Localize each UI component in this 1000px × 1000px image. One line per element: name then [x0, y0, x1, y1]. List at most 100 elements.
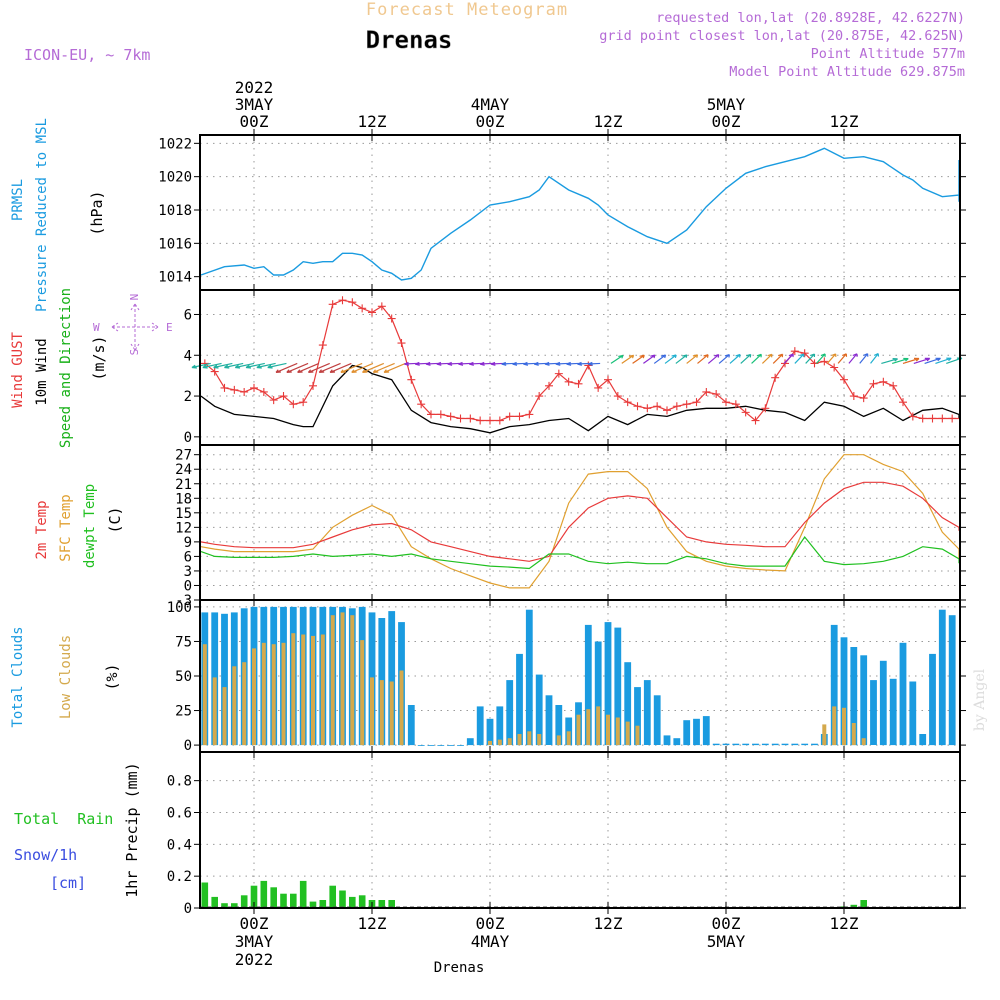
y-tick-label: 21 [175, 477, 192, 493]
total-clouds-bar [506, 680, 514, 745]
rain-bar [250, 885, 258, 908]
compass-s: S [128, 349, 141, 356]
total-clouds-bar [555, 705, 563, 746]
wind-gust-marker [928, 414, 937, 423]
total-clouds-bar [732, 743, 740, 746]
bottom-tick-3: 12Z [594, 914, 623, 933]
total-clouds-bar [830, 624, 838, 746]
wind-gust-marker [682, 400, 691, 409]
compass-arrows [111, 303, 159, 351]
total-clouds-bar [653, 695, 661, 745]
precip-label-cm: [cm] [50, 874, 86, 892]
wind-gust-marker [368, 308, 376, 317]
pressure-unit: (hPa) [88, 190, 106, 235]
total-clouds-bar [486, 718, 494, 746]
compass-e: E [166, 321, 173, 334]
y-tick-label: 100 [167, 600, 192, 616]
wind-direction-arrow [881, 358, 898, 364]
rain-bar [270, 887, 277, 908]
y-tick-label: -3 [175, 593, 192, 609]
total-clouds-bar [909, 681, 917, 746]
rain-bar [378, 900, 386, 908]
wind-direction-arrow [479, 361, 492, 366]
wind-gust-marker [545, 381, 553, 390]
wind-direction-arrow [816, 353, 826, 364]
total-clouds-bar [811, 743, 818, 746]
wind-direction-arrow [555, 361, 568, 366]
y-tick-label: 1016 [158, 236, 192, 252]
precip-label-snow: Snow/1h [14, 846, 77, 864]
total-clouds-bar [516, 653, 523, 746]
pressure-line [200, 147, 960, 281]
wind-direction-arrow [740, 353, 752, 364]
footer-location: Drenas [434, 960, 485, 976]
wind-gust-marker [663, 406, 671, 415]
wind-gust-marker [230, 385, 239, 394]
wind-direction-arrow [458, 361, 471, 366]
y-tick-label: 0.6 [167, 805, 192, 821]
wind-gust-marker [397, 339, 406, 348]
wind-gust-marker [338, 296, 347, 305]
y-tick-label: 6 [184, 549, 192, 565]
y-tick-label: 1022 [158, 136, 192, 152]
low-clouds-bar [851, 723, 856, 746]
temp-label-sfc: SFC Temp [58, 494, 74, 561]
compass-rose: W E N S [93, 294, 173, 356]
wind-gust-marker [574, 379, 583, 388]
wind-direction-arrow [501, 361, 514, 366]
bottom-date-3may: 3MAY [235, 932, 274, 951]
low-clouds-bar [556, 735, 561, 746]
wind-direction-arrow [245, 362, 265, 369]
wind-gust-marker [771, 373, 780, 382]
wind-gust-line [204, 299, 959, 422]
wind-direction-arrow [329, 362, 352, 373]
low-clouds-bar [861, 738, 866, 746]
low-clouds-bar [399, 670, 404, 746]
y-tick-label: 1020 [158, 170, 192, 186]
wind-direction-arrow [372, 362, 395, 373]
wind-label-gust: Wind GUST [10, 332, 26, 408]
total-clouds-bar [466, 738, 474, 746]
y-tick-label: 0 [184, 578, 192, 594]
top-tick-5: 12Z [830, 112, 859, 131]
wind-direction-arrow [544, 361, 557, 366]
wind-direction-arrow [351, 362, 374, 373]
wind-gust-marker [515, 412, 524, 421]
total-clouds-bar [771, 743, 779, 746]
total-clouds-bar [427, 745, 435, 746]
total-clouds-bar [929, 653, 936, 746]
y-tick-label: 18 [175, 491, 192, 507]
wind-direction-arrow [362, 362, 385, 373]
total-clouds-bar [614, 627, 622, 746]
wind-direction-arrow [533, 361, 547, 366]
total-clouds-bar [879, 660, 887, 746]
y-tick-label: 9 [184, 535, 192, 551]
rain-bar [231, 903, 238, 908]
wind-gust-marker [240, 387, 249, 396]
wind-direction-arrow [664, 354, 677, 364]
wind-gust-marker [643, 404, 652, 413]
model-name: ICON-EU, ~ 7km [24, 46, 150, 64]
total-clouds-bar [634, 687, 641, 746]
low-clouds-bar [271, 644, 276, 746]
low-clouds-bar [537, 734, 542, 746]
wind-direction-arrow [892, 357, 909, 364]
total-clouds-bar [860, 655, 868, 746]
top-date-4may: 4MAY [471, 95, 510, 114]
wind-direction-arrow [913, 357, 931, 364]
bottom-tick-0: 00Z [240, 914, 269, 933]
y-tick-label: 1018 [158, 203, 192, 219]
wind-gust-marker [653, 402, 662, 411]
wind-gust-marker [446, 412, 455, 421]
wind-direction-arrow [490, 361, 503, 366]
wind-direction-arrow [414, 361, 428, 366]
total-clouds-bar [388, 611, 396, 746]
wind-direction-arrow [383, 362, 406, 373]
y-tick-label: 0.8 [167, 774, 192, 790]
wind-gust-marker [427, 410, 435, 419]
y-tick-label: 1014 [158, 270, 192, 286]
y-tick-label: 15 [175, 506, 192, 522]
bottom-date-4may: 4MAY [471, 932, 510, 951]
wind-gust-marker [731, 400, 740, 409]
precip-label-rain: Total Rain [14, 810, 113, 828]
